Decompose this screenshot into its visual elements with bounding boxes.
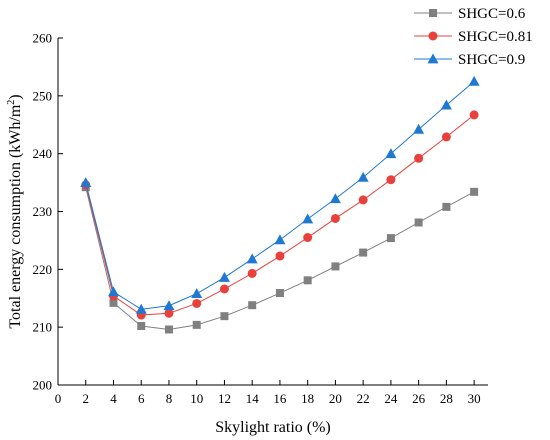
data-point-circle xyxy=(219,284,229,294)
y-tick-label: 260 xyxy=(33,31,53,46)
x-tick-label: 28 xyxy=(440,391,453,406)
data-point-square xyxy=(164,325,173,334)
y-axis-title: Total energy consumption (kWh/m2) xyxy=(6,94,24,328)
x-tick-label: 14 xyxy=(246,391,260,406)
data-point-circle xyxy=(469,110,479,120)
x-tick-label: 18 xyxy=(301,391,314,406)
data-point-circle xyxy=(275,251,285,261)
data-point-triangle xyxy=(385,148,397,159)
y-tick-label: 210 xyxy=(33,320,53,335)
x-tick-label: 10 xyxy=(190,391,203,406)
x-tick-label: 12 xyxy=(218,391,231,406)
data-point-square xyxy=(442,202,451,211)
series-layer xyxy=(80,75,480,334)
x-axis-title: Skylight ratio (%) xyxy=(215,419,331,436)
axes xyxy=(57,38,488,386)
data-point-circle xyxy=(428,31,438,41)
data-point-square xyxy=(470,187,479,196)
y-tick-label: 200 xyxy=(33,378,53,393)
data-point-square xyxy=(386,234,395,243)
data-point-triangle xyxy=(427,53,439,64)
data-point-circle xyxy=(358,195,368,205)
legend-label: SHGC=0.81 xyxy=(458,29,533,45)
ticks: 0 2 4 6 8 10 12 14 16 18 20 22 24 26 28 302002102202302… xyxy=(33,31,481,407)
data-point-triangle xyxy=(329,193,341,204)
data-point-square xyxy=(192,320,201,329)
legend-label: SHGC=0.9 xyxy=(458,52,525,68)
data-point-triangle xyxy=(302,213,314,224)
data-point-square xyxy=(275,289,284,298)
data-point-circle xyxy=(164,308,174,318)
legend-entry: SHGC=0.9 xyxy=(414,52,525,68)
data-point-circle xyxy=(386,175,396,185)
data-point-square xyxy=(429,9,437,17)
x-tick-label: 4 xyxy=(110,391,117,406)
data-point-square xyxy=(220,312,229,321)
x-tick-label: 26 xyxy=(412,391,426,406)
data-point-triangle xyxy=(163,300,175,311)
series-line xyxy=(85,114,475,316)
legend-entry: SHGC=0.81 xyxy=(414,29,533,45)
legend-label: SHGC=0.6 xyxy=(458,6,526,22)
y-tick-label: 220 xyxy=(33,262,53,277)
x-tick-label: 24 xyxy=(384,391,398,406)
data-point-circle xyxy=(414,153,424,163)
data-point-triangle xyxy=(440,99,452,110)
data-point-triangle xyxy=(468,75,480,86)
data-point-circle xyxy=(247,268,257,278)
data-point-triangle xyxy=(246,253,258,264)
series-SHGC=0.81 xyxy=(81,110,479,320)
series-SHGC=0.9 xyxy=(80,75,480,314)
y-tick-label: 230 xyxy=(33,204,53,219)
data-point-square xyxy=(248,301,257,310)
series-line xyxy=(85,80,475,310)
data-point-circle xyxy=(441,132,451,142)
data-point-square xyxy=(359,248,368,257)
data-point-triangle xyxy=(218,271,230,282)
data-point-triangle xyxy=(357,171,369,182)
data-point-square xyxy=(331,262,340,271)
data-point-square xyxy=(414,218,423,227)
x-tick-label: 22 xyxy=(357,391,370,406)
y-axis-title-superscript: 2 xyxy=(6,100,17,105)
x-tick-label: 2 xyxy=(82,391,89,406)
legend-entry: SHGC=0.6 xyxy=(414,6,526,22)
legend: SHGC=0.6 SHGC=0.81 SHGC=0.9 xyxy=(414,6,533,68)
data-point-triangle xyxy=(80,177,92,187)
x-tick-label: 8 xyxy=(166,391,173,406)
data-point-triangle xyxy=(135,303,147,314)
y-axis-title-main: Total energy consumption (kWh/m xyxy=(7,104,24,328)
x-tick-label: 20 xyxy=(329,391,342,406)
x-tick-label: 0 xyxy=(55,391,62,406)
data-point-square xyxy=(303,276,312,285)
data-point-circle xyxy=(330,213,340,223)
y-axis-title-tail: ) xyxy=(7,94,24,99)
y-tick-label: 250 xyxy=(33,88,53,103)
data-point-triangle xyxy=(107,286,119,297)
y-tick-label: 240 xyxy=(33,146,53,161)
x-tick-label: 6 xyxy=(138,391,145,406)
x-tick-label: 16 xyxy=(273,391,287,406)
data-point-triangle xyxy=(274,234,286,245)
x-tick-label: 30 xyxy=(468,391,481,406)
data-point-triangle xyxy=(413,123,425,134)
data-point-square xyxy=(137,322,146,331)
data-point-triangle xyxy=(191,288,203,299)
data-point-square xyxy=(109,298,118,307)
data-point-circle xyxy=(192,298,202,308)
data-point-circle xyxy=(303,233,313,243)
